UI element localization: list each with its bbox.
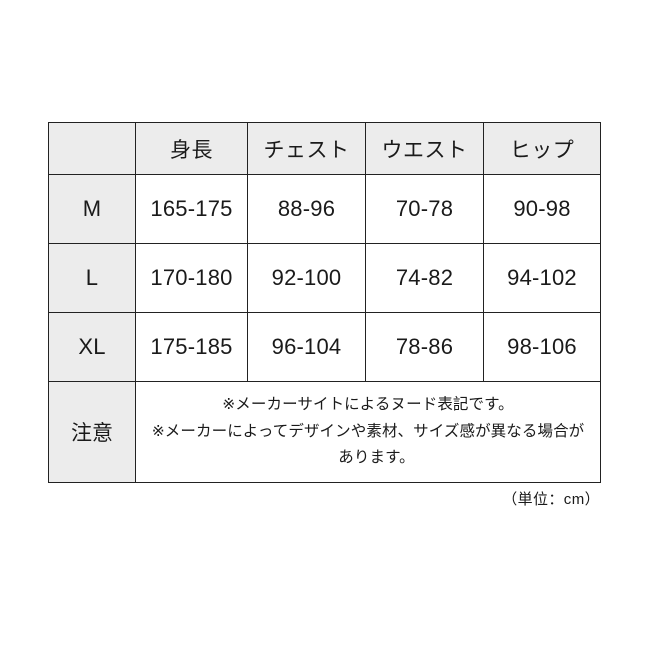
table-row: L 170-180 92-100 74-82 94-102 xyxy=(48,243,601,313)
note-line-3: あります。 xyxy=(338,449,415,467)
size-table: 身長 チェスト ウエスト ヒップ M 165-175 88-96 70-78 9… xyxy=(48,122,601,483)
cell-size-l: L xyxy=(48,243,136,313)
header-cell-height: 身長 xyxy=(135,122,248,175)
unit-note: （単位：cm） xyxy=(502,491,600,508)
table-row: M 165-175 88-96 70-78 90-98 xyxy=(48,174,601,244)
cell-hip-l: 94-102 xyxy=(483,243,601,313)
cell-waist-m: 70-78 xyxy=(365,174,484,244)
cell-height-m: 165-175 xyxy=(135,174,248,244)
table-note-row: 注意 ※メーカーサイトによるヌード表記です。 ※メーカーによってデザインや素材、… xyxy=(48,381,601,483)
cell-height-xl: 175-185 xyxy=(135,312,248,382)
note-line-2: ※メーカーによってデザインや素材、サイズ感が異なる場合が xyxy=(151,422,585,440)
note-line-1: ※メーカーサイトによるヌード表記です。 xyxy=(222,396,514,414)
cell-size-m: M xyxy=(48,174,136,244)
cell-hip-xl: 98-106 xyxy=(483,312,601,382)
table-header-row: 身長 チェスト ウエスト ヒップ xyxy=(48,122,601,175)
header-cell-chest: チェスト xyxy=(247,122,366,175)
note-label: 注意 xyxy=(48,381,136,483)
note-text-block: ※メーカーサイトによるヌード表記です。 ※メーカーによってデザインや素材、サイズ… xyxy=(136,392,600,472)
cell-hip-m: 90-98 xyxy=(483,174,601,244)
header-cell-size xyxy=(48,122,136,175)
cell-chest-l: 92-100 xyxy=(247,243,366,313)
cell-size-xl: XL xyxy=(48,312,136,382)
cell-height-l: 170-180 xyxy=(135,243,248,313)
cell-waist-xl: 78-86 xyxy=(365,312,484,382)
size-table-container: 身長 チェスト ウエスト ヒップ M 165-175 88-96 70-78 9… xyxy=(48,122,601,483)
header-cell-hip: ヒップ xyxy=(483,122,601,175)
note-body: ※メーカーサイトによるヌード表記です。 ※メーカーによってデザインや素材、サイズ… xyxy=(135,381,601,483)
cell-waist-l: 74-82 xyxy=(365,243,484,313)
cell-chest-m: 88-96 xyxy=(247,174,366,244)
header-cell-waist: ウエスト xyxy=(365,122,484,175)
table-row: XL 175-185 96-104 78-86 98-106 xyxy=(48,312,601,382)
cell-chest-xl: 96-104 xyxy=(247,312,366,382)
